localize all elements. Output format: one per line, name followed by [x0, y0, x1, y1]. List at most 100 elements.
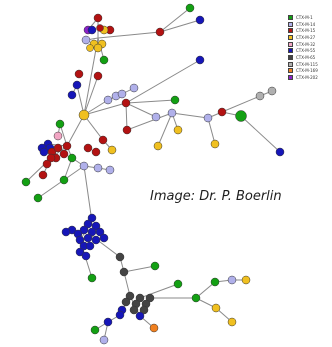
tree-node — [87, 213, 97, 223]
tree-node — [79, 225, 89, 235]
tree-node — [170, 95, 180, 105]
tree-node — [81, 251, 91, 261]
legend-label: CTX-M-32 — [296, 41, 316, 47]
tree-node — [129, 305, 139, 315]
tree-node — [267, 86, 277, 96]
tree-node — [185, 3, 195, 13]
tree-edge — [125, 102, 157, 118]
legend-label: CTX-M-202 — [296, 75, 318, 81]
legend-label: CTX-M-1 — [296, 14, 313, 20]
legend-swatch — [288, 48, 293, 54]
tree-node — [93, 163, 103, 173]
tree-node — [117, 89, 127, 99]
image-credit: Image: Dr. P. Boerlin — [150, 189, 282, 204]
tree-node — [235, 110, 247, 122]
tree-node — [78, 109, 90, 121]
tree-edge — [125, 102, 128, 131]
tree-node — [59, 149, 69, 159]
tree-edge — [83, 102, 127, 116]
tree-node — [74, 69, 84, 79]
tree-node — [38, 170, 48, 180]
legend-label: CTX-M-15 — [296, 28, 316, 34]
tree-node — [125, 291, 135, 301]
tree-edge — [126, 112, 173, 131]
tree-edge — [240, 115, 281, 153]
tree-node — [99, 335, 109, 345]
tree-node — [91, 147, 101, 157]
tree-edge — [83, 75, 99, 116]
tree-edge — [125, 59, 201, 104]
tree-node — [83, 219, 93, 229]
tree-node — [33, 193, 43, 203]
tree-node — [151, 112, 161, 122]
tree-node — [135, 293, 145, 303]
tree-node — [227, 317, 237, 327]
tree-node — [83, 233, 93, 243]
legend-label: CTX-M-27 — [296, 34, 316, 40]
tree-node — [46, 153, 56, 163]
tree-node — [21, 177, 31, 187]
tree-node — [121, 297, 131, 307]
tree-node — [121, 98, 131, 108]
tree-node — [122, 125, 132, 135]
tree-node — [203, 113, 213, 123]
tree-edge — [123, 265, 156, 273]
tree-node — [87, 25, 97, 35]
tree-node — [85, 241, 95, 251]
tree-node — [99, 233, 109, 243]
tree-node — [275, 147, 285, 157]
legend-swatch — [288, 75, 293, 81]
tree-node — [255, 91, 265, 101]
tree-node — [241, 275, 251, 285]
legend-swatch — [288, 68, 293, 74]
tree-node — [39, 147, 49, 157]
legend-label: CTX-M-14 — [296, 21, 316, 27]
tree-node — [67, 90, 77, 100]
tree-node — [67, 153, 77, 163]
tree-node — [173, 279, 183, 289]
tree-node — [155, 27, 165, 37]
tree-node — [91, 235, 101, 245]
tree-node — [211, 303, 221, 313]
legend-item: CTX-M-55 — [288, 47, 318, 54]
tree-node — [195, 55, 205, 65]
tree-node — [149, 323, 159, 333]
tree-edge — [66, 114, 85, 147]
tree-node — [72, 80, 82, 90]
tree-node — [75, 235, 85, 245]
tree-node — [79, 161, 89, 171]
legend-label: CTX-M-55 — [296, 48, 316, 54]
tree-node — [81, 35, 91, 45]
legend-item: CTX-M-27 — [288, 34, 318, 41]
tree-node — [86, 44, 94, 52]
tree-node — [195, 15, 205, 25]
tree-node — [105, 165, 115, 175]
legend-swatch — [288, 54, 293, 60]
tree-node — [119, 267, 129, 277]
tree-node — [115, 252, 125, 262]
legend-swatch — [288, 34, 293, 40]
tree-node — [87, 273, 97, 283]
tree-node — [90, 325, 100, 335]
tree-node — [93, 13, 103, 23]
tree-node — [210, 277, 220, 287]
tree-node — [103, 317, 113, 327]
tree-node — [53, 131, 63, 141]
legend-item: CTX-M-115 — [288, 61, 318, 68]
tree-node — [227, 275, 237, 285]
tree-node — [153, 141, 163, 151]
tree-edge — [171, 112, 209, 119]
tree-edge — [139, 283, 179, 299]
tree-node — [210, 139, 220, 149]
tree-edge — [207, 117, 216, 145]
legend-item: CTX-M-15 — [288, 27, 318, 34]
legend-item: CTX-M-1 — [288, 14, 318, 21]
tree-node — [103, 95, 113, 105]
tree-edge — [83, 165, 93, 223]
tree-node — [191, 293, 201, 303]
tree-node — [53, 143, 63, 153]
tree-node — [59, 175, 69, 185]
tree-node — [93, 71, 103, 81]
legend-item: CTX-M-65 — [288, 54, 318, 61]
